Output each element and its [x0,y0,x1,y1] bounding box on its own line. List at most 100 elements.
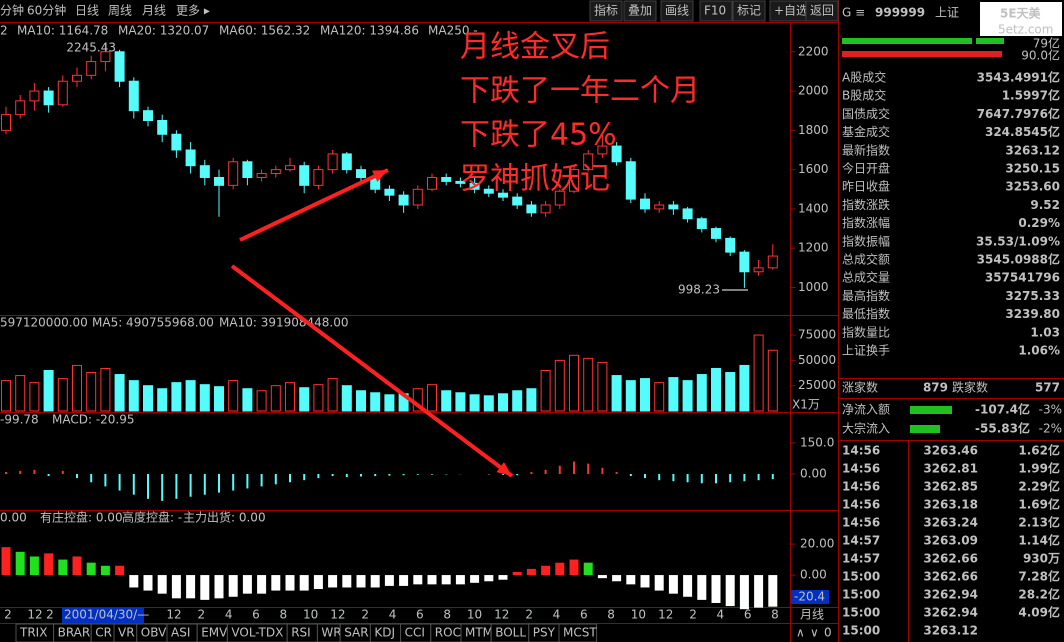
indicator-tab[interactable]: MCST [563,626,597,640]
volume-bar [483,395,494,412]
x-tick-label: 10 [467,608,482,622]
toolbar-tab[interactable]: 更多 ▸ [176,4,210,18]
legend-item: -99.78 [0,413,39,427]
indicator-tab[interactable]: ROC [435,626,461,640]
stat-value: 9.52 [1030,198,1060,212]
tick-time: 14:56 [842,444,880,458]
toolbar-button[interactable]: 返回 [810,4,834,18]
indicator-tab[interactable]: EMV [201,626,228,640]
tick-price: 3263.24 [923,516,978,530]
indicator-bar [115,565,125,576]
indicator-tab[interactable]: PSY [533,626,556,640]
indicator-tab[interactable]: BRAR [58,626,91,640]
stat-label: 国债成交 [842,106,890,121]
candle-body [384,188,395,196]
indicator-bar [29,556,39,576]
x-tick-label: 2 [689,608,697,622]
toolbar-button-bg [589,0,623,22]
candle-body [611,145,622,163]
indicator-tab[interactable]: MTM [465,626,493,640]
volume-bar [640,378,650,412]
stat-value: 1.03 [1030,325,1060,339]
toolbar-button[interactable]: 叠加 [628,4,652,18]
indicator-tab[interactable]: VR [118,626,135,640]
indicator-bar [129,575,139,588]
candle-body [767,255,778,269]
nav-button[interactable]: ∧ [796,626,805,640]
last-value-box [791,590,829,604]
toolbar-button[interactable]: 标记 [737,4,761,18]
y-tick-label: 1000 [798,280,829,294]
indicator-tab[interactable]: TRIX [19,626,47,640]
arrow-head [496,462,512,476]
candle-body [313,169,324,186]
candle-body [299,165,310,186]
candle-body [57,80,68,106]
toolbar-tab[interactable]: 周线 [108,4,132,18]
y-tick-label: 75000 [798,328,836,342]
candle-body [739,251,750,273]
toolbar-button-bg [805,0,839,22]
indicator-tab[interactable]: KDJ [374,626,395,640]
indicator-tab[interactable]: VOL-TDX [231,626,283,640]
x-tick-label: 6 [580,608,588,622]
indicator-tab[interactable]: RSI [291,626,311,640]
toolbar-tab[interactable]: 60分钟 [27,3,66,18]
toolbar-button[interactable]: F10 [704,4,726,18]
indicator-bar [512,571,522,576]
candle-body [569,169,579,192]
volume-bar [171,382,182,412]
nav-button[interactable]: ∨ [810,626,819,640]
panel-name: 上证 [935,6,959,20]
indicator-tab[interactable]: BOLL [495,626,526,640]
toolbar-button[interactable]: +自选 [774,4,808,18]
toolbar-tab[interactable]: 分钟 [0,3,24,18]
flow-pct: -2% [1039,422,1062,436]
tick-volume: 2.13亿 [1018,515,1060,530]
toolbar-button-bg [699,0,733,22]
volume-bar [256,390,267,412]
toolbar-button[interactable]: 指标 [594,3,618,18]
y-tick-label: 20.00 [800,537,834,551]
x-tick-label: 4 [717,608,725,622]
volume-bar [526,388,537,412]
indicator-bar [257,575,267,594]
indicator-bar [100,565,110,576]
stat-label: 总成交量 [842,270,890,285]
indicator-bar [569,559,579,576]
volume-bar [427,384,437,412]
indicator-tab[interactable]: ASI [171,626,190,640]
candle-body [185,149,196,167]
indicator-tab[interactable]: SAR [344,626,368,640]
indicator-tab[interactable]: OBV [141,626,167,640]
toolbar-button[interactable]: 画线 [665,4,689,18]
period-label: 月线 [800,608,824,622]
indicator-tab[interactable]: CCI [405,626,425,640]
candle-body [725,237,736,253]
volume-bar [114,374,125,412]
indicator-tab[interactable]: WR [321,626,341,640]
nav-button[interactable]: 0 [824,626,832,640]
legend-item: 2 [0,24,8,38]
toolbar-tab[interactable]: 月线 [142,4,166,18]
volume-bar [242,388,253,412]
candle-body [455,180,466,184]
indicator-bar [15,551,25,576]
legend-item: 主力出货: 0.00 [183,510,266,525]
tick-volume: 7.28亿 [1018,569,1060,584]
flow-label: 净流入额 [842,403,890,417]
volume-bar [1,380,11,412]
x-tick-label: 4 [553,608,561,622]
indicator-bar [697,575,707,600]
x-tick-label: 2 [197,608,205,622]
indicator-tab[interactable]: CR [95,626,112,640]
indicator-bar [328,575,338,588]
toolbar-tab[interactable]: 日线 [75,4,99,18]
ratio-bar [842,51,1002,57]
volume-bar [767,349,778,412]
overlay-text: 下跌了一年二个月 [460,74,700,109]
candle-body [483,188,494,194]
y-tick-label: 25000 [798,378,836,392]
volume-bar [100,367,111,412]
flow-bar [910,425,940,433]
